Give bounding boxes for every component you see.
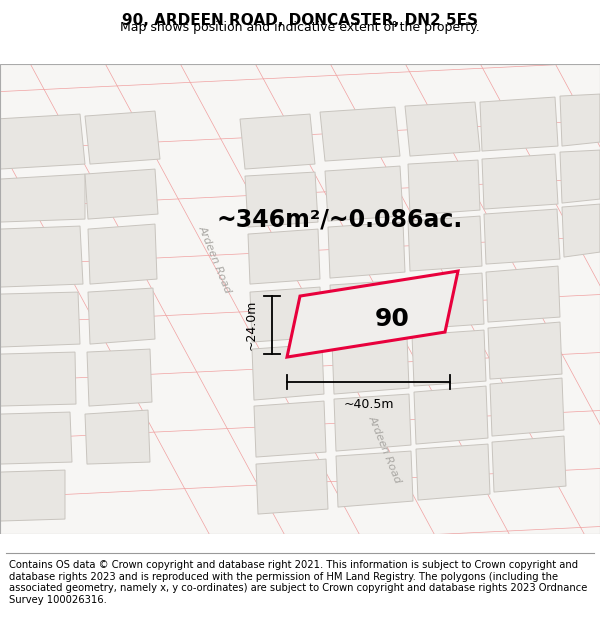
Polygon shape bbox=[414, 386, 488, 444]
Polygon shape bbox=[88, 288, 155, 344]
Polygon shape bbox=[408, 216, 482, 271]
Polygon shape bbox=[484, 209, 560, 264]
Polygon shape bbox=[85, 169, 158, 219]
Polygon shape bbox=[245, 172, 318, 227]
Polygon shape bbox=[336, 451, 413, 507]
Polygon shape bbox=[560, 150, 600, 203]
Polygon shape bbox=[0, 174, 85, 222]
Polygon shape bbox=[332, 337, 409, 394]
Polygon shape bbox=[408, 160, 480, 215]
Polygon shape bbox=[0, 114, 85, 169]
Text: ~40.5m: ~40.5m bbox=[343, 398, 394, 411]
Text: Ardeen Road: Ardeen Road bbox=[197, 224, 233, 294]
Polygon shape bbox=[85, 410, 150, 464]
Polygon shape bbox=[0, 144, 600, 192]
Polygon shape bbox=[320, 107, 400, 161]
Polygon shape bbox=[175, 64, 460, 534]
Polygon shape bbox=[254, 401, 326, 457]
Polygon shape bbox=[85, 111, 160, 164]
Polygon shape bbox=[412, 330, 486, 386]
Polygon shape bbox=[334, 394, 411, 451]
Polygon shape bbox=[0, 292, 80, 347]
Polygon shape bbox=[88, 224, 157, 284]
Polygon shape bbox=[287, 271, 458, 357]
Polygon shape bbox=[480, 97, 558, 151]
Polygon shape bbox=[252, 344, 324, 400]
Text: Contains OS data © Crown copyright and database right 2021. This information is : Contains OS data © Crown copyright and d… bbox=[9, 560, 587, 605]
Polygon shape bbox=[250, 287, 322, 342]
Polygon shape bbox=[492, 436, 566, 492]
Polygon shape bbox=[562, 204, 600, 257]
Polygon shape bbox=[240, 114, 315, 169]
Polygon shape bbox=[0, 412, 72, 464]
Polygon shape bbox=[482, 154, 558, 209]
Polygon shape bbox=[416, 444, 490, 500]
Polygon shape bbox=[490, 378, 564, 436]
Polygon shape bbox=[0, 352, 76, 406]
Text: ~24.0m: ~24.0m bbox=[245, 300, 258, 350]
Polygon shape bbox=[405, 102, 480, 156]
Polygon shape bbox=[248, 229, 320, 284]
Polygon shape bbox=[486, 266, 560, 322]
Polygon shape bbox=[87, 349, 152, 406]
Polygon shape bbox=[330, 280, 407, 336]
Polygon shape bbox=[410, 273, 484, 329]
Polygon shape bbox=[560, 94, 600, 146]
Text: 90, ARDEEN ROAD, DONCASTER, DN2 5ES: 90, ARDEEN ROAD, DONCASTER, DN2 5ES bbox=[122, 13, 478, 28]
Text: Ardeen Road: Ardeen Road bbox=[367, 414, 403, 484]
Text: Map shows position and indicative extent of the property.: Map shows position and indicative extent… bbox=[120, 21, 480, 34]
Polygon shape bbox=[256, 459, 328, 514]
Polygon shape bbox=[0, 226, 83, 287]
Text: ~346m²/~0.086ac.: ~346m²/~0.086ac. bbox=[217, 207, 463, 231]
Polygon shape bbox=[328, 222, 405, 278]
Polygon shape bbox=[325, 166, 403, 221]
Text: 90: 90 bbox=[375, 307, 410, 331]
Polygon shape bbox=[488, 322, 562, 379]
Polygon shape bbox=[0, 470, 65, 521]
